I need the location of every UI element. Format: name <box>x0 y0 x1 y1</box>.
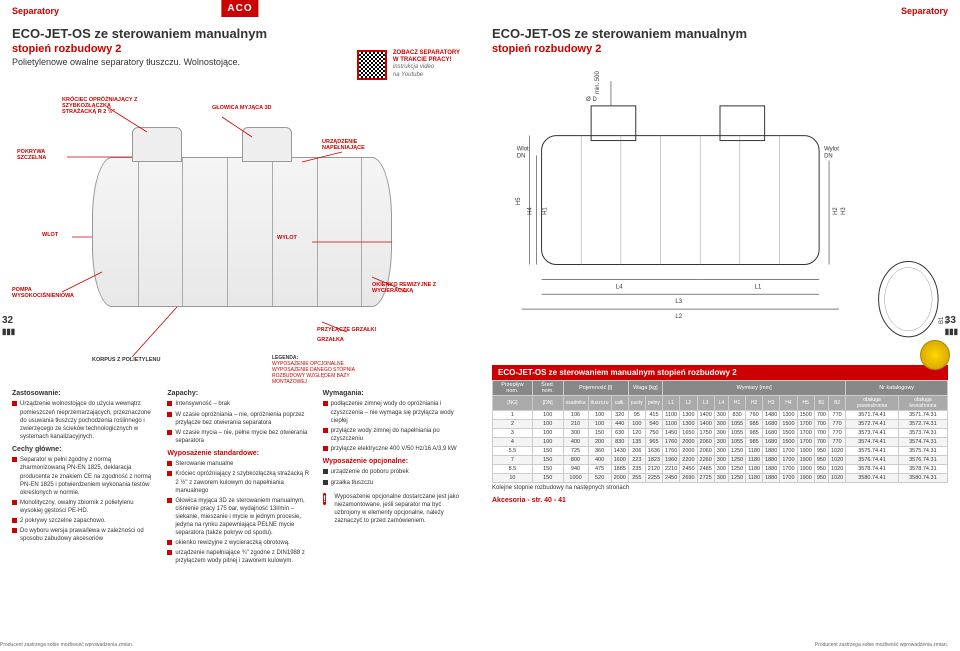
svg-text:DN: DN <box>517 153 526 159</box>
svg-text:Wlot: Wlot <box>517 146 529 152</box>
svg-text:B1: B1 <box>939 316 945 324</box>
qr-icon <box>357 50 387 80</box>
svg-text:H3: H3 <box>841 207 847 215</box>
svg-text:Ø D: Ø D <box>586 97 597 103</box>
svg-text:L4: L4 <box>616 284 623 290</box>
disclaimer-left: Producent zastrzega sobie możliwość wpro… <box>0 642 228 648</box>
callout-head3d: GŁOWICA MYJĄCA 3D <box>212 105 272 111</box>
qr-block: ZOBACZ SEPARATORY W TRAKCIE PRACY! instr… <box>357 50 460 80</box>
quality-badge-icon <box>920 340 950 370</box>
callout-heater-conn: PRZYŁĄCZE GRZAŁKI <box>317 327 387 333</box>
h-wymagania: Wymagania: <box>323 389 468 398</box>
callout-outlet: WYLOT <box>277 235 297 241</box>
callout-filler: URZĄDZENIE NAPEŁNIAJĄCE <box>322 139 392 151</box>
svg-text:H4: H4 <box>528 207 534 215</box>
svg-text:H5: H5 <box>516 197 522 205</box>
disclaimer-right: Producent zastrzega sobie możliwość wpro… <box>815 642 948 648</box>
product-title-r: ECO-JET-OS ze sterowaniem manualnym <box>492 26 948 41</box>
product-subtitle-red-r: stopień rozbudowy 2 <box>492 43 948 55</box>
callout-window: OKIENKO REWIZYJNE Z WYCIERACZKĄ <box>372 282 442 294</box>
footer-accessories: Akcesoria - str. 40 - 41 <box>492 497 948 504</box>
h-wyp-std: Wyposażenie standardowe: <box>167 449 312 458</box>
table-title: ECO-JET-OS ze sterowaniem manualnym stop… <box>492 365 948 380</box>
callout-heater: GRZAŁKA <box>317 337 387 343</box>
header-right: Separatory <box>901 6 948 16</box>
h-wyp-opc: Wyposażenie opcjonalne: <box>323 457 468 466</box>
callout-inlet: WLOT <box>42 232 58 238</box>
h-zapachy: Zapachy: <box>167 389 312 398</box>
callout-lid: POKRYWA SZCZELNA <box>17 149 67 161</box>
callout-pump: POMPA WYSOKOCIŚNIENIOWA <box>12 287 82 299</box>
legend: LEGENDA: WYPOSAŻENIE OPCJONALNE WYPOSAŻE… <box>272 355 355 385</box>
h-cechy: Cechy główne: <box>12 445 157 454</box>
svg-text:H1: H1 <box>543 207 549 215</box>
product-title: ECO-JET-OS ze sterowaniem manualnym <box>12 26 468 41</box>
text-columns: Zastosowanie: Urządzenie wolnostojące do… <box>12 385 468 567</box>
svg-text:min. 500: min. 500 <box>595 71 601 94</box>
warning-icon: ! <box>323 493 327 505</box>
warning-text: Wyposażenie opcjonalne dostarczane jest … <box>334 493 468 525</box>
svg-text:L3: L3 <box>675 299 682 305</box>
h-zastosowanie: Zastosowanie: <box>12 389 157 398</box>
svg-text:L2: L2 <box>675 314 682 320</box>
header-left: Separatory <box>12 6 59 16</box>
svg-text:H2: H2 <box>833 207 839 215</box>
product-diagram: KRÓCIEC OPRÓŻNIAJĄCY Z SZYBKOZŁĄCZKĄ STR… <box>12 97 468 377</box>
svg-text:DN: DN <box>824 153 833 159</box>
callout-drain: KRÓCIEC OPRÓŻNIAJĄCY Z SZYBKOZŁĄCZKĄ STR… <box>62 97 142 115</box>
svg-text:Wylot: Wylot <box>824 146 839 152</box>
svg-text:B2: B2 <box>946 317 948 324</box>
callout-body: KORPUS Z POLIETYLENU <box>92 357 162 363</box>
logo: ACO <box>221 0 258 17</box>
footer-next: Kolejne stopnie rozbudowy na następnych … <box>492 485 948 491</box>
spec-table: Przepływ nom.Śred. nom.Pojemność [l]Waga… <box>492 380 948 483</box>
svg-text:L1: L1 <box>755 284 762 290</box>
technical-drawing: L4 L1 L3 L2 H5 H4 H1 H2 H3 Wlot DN Wylot… <box>492 65 948 345</box>
